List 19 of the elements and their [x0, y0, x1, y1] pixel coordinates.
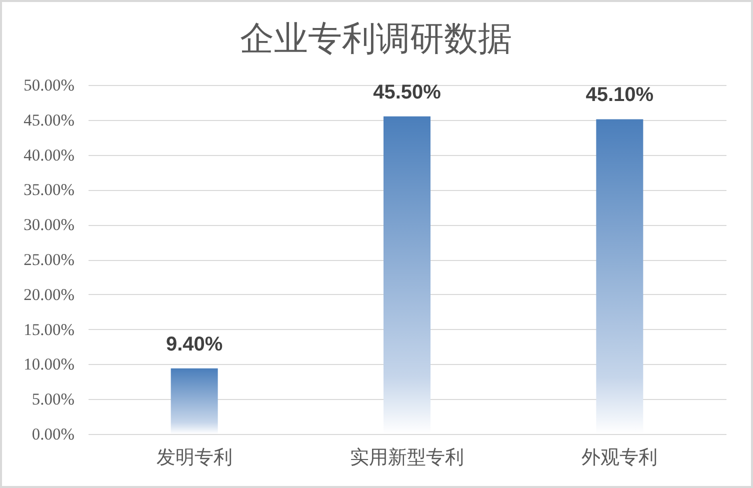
y-tick-label: 15.00%: [24, 320, 75, 339]
y-tick-label: 50.00%: [24, 76, 75, 94]
y-tick-label: 0.00%: [32, 424, 75, 444]
y-tick-label: 30.00%: [24, 215, 75, 234]
y-tick-label: 40.00%: [24, 145, 75, 164]
y-tick-label: 35.00%: [24, 180, 75, 200]
data-label: 45.10%: [586, 84, 654, 106]
x-tick-label: 发明专利: [156, 446, 232, 468]
y-tick-label: 25.00%: [24, 250, 75, 269]
data-label: 45.50%: [373, 81, 442, 104]
data-label: 9.40%: [166, 333, 223, 356]
y-tick-label: 10.00%: [24, 354, 75, 374]
x-tick-label: 外观专利: [582, 446, 658, 468]
bar: [170, 368, 218, 434]
y-tick-label: 45.00%: [24, 110, 75, 130]
y-tick-label: 5.00%: [32, 390, 75, 409]
chart-title: 企业专利调研数据: [240, 19, 512, 59]
x-tick-label: 实用新型专利: [350, 446, 464, 468]
y-tick-label: 20.00%: [24, 284, 75, 304]
